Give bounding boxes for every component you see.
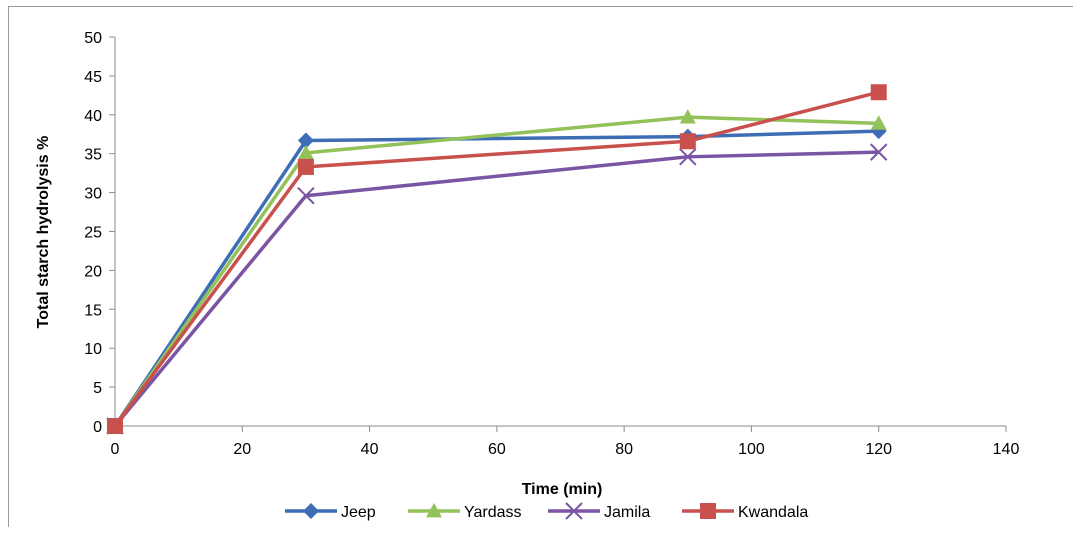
y-tick-label: 40 [84,108,102,125]
data-point [679,109,696,124]
y-tick-label: 30 [84,186,102,203]
legend-label: Yardass [464,504,522,521]
x-tick-label: 120 [865,441,892,458]
series-line [113,129,879,427]
y-tick-label: 0 [93,419,102,436]
series-kwandala [107,84,887,434]
x-tick-label: 0 [111,441,120,458]
data-point [297,144,314,160]
series-jamila [106,143,888,435]
x-tick-label: 140 [993,441,1020,458]
data-point [297,158,314,175]
legend-item-jeep: Jeep [285,503,376,521]
x-axis-label: Time (min) [522,481,603,498]
legend-label: Jeep [341,504,376,521]
y-tick-label: 50 [84,30,102,47]
data-point [303,503,319,519]
legend-item-yardass: Yardass [408,503,522,521]
data-point [700,503,716,519]
series-yardass [107,109,887,433]
x-tick-label: 100 [738,441,765,458]
legend-label: Kwandala [738,504,808,521]
y-tick-label: 15 [84,302,102,319]
y-tick-label: 35 [84,147,102,164]
y-tick-label: 45 [84,69,102,86]
data-point [679,148,697,166]
legend-item-jamila: Jamila [548,502,650,521]
y-tick-label: 20 [84,263,102,280]
series-lines [106,84,888,435]
data-point [297,132,314,149]
data-point [679,133,696,150]
x-tick-label: 40 [361,441,379,458]
series-line [113,150,879,428]
x-tick-label: 20 [233,441,251,458]
chart-frame [8,6,1073,527]
legend-label: Jamila [604,504,650,521]
y-axis-label: Total starch hydrolysis % [35,136,52,329]
legend: Jeep Yardass Jamila Kwandala [285,502,808,521]
y-tick-label: 10 [84,341,102,358]
x-tick-label: 60 [488,441,506,458]
x-tick-label: 80 [615,441,633,458]
legend-item-kwandala: Kwandala [682,503,808,521]
tick-labels: 0 5 10 15 20 25 30 35 40 45 50 0 20 40 60 80 100 120 140 [84,30,1019,458]
data-point [426,503,442,518]
data-point [297,187,315,205]
series-line [113,115,879,428]
series-line [113,90,880,428]
data-point [107,418,123,434]
data-point [870,84,887,101]
data-point [870,143,888,161]
y-tick-label: 25 [84,225,102,242]
y-tick-label: 5 [93,380,102,397]
data-point [870,115,887,130]
data-point [565,502,583,520]
